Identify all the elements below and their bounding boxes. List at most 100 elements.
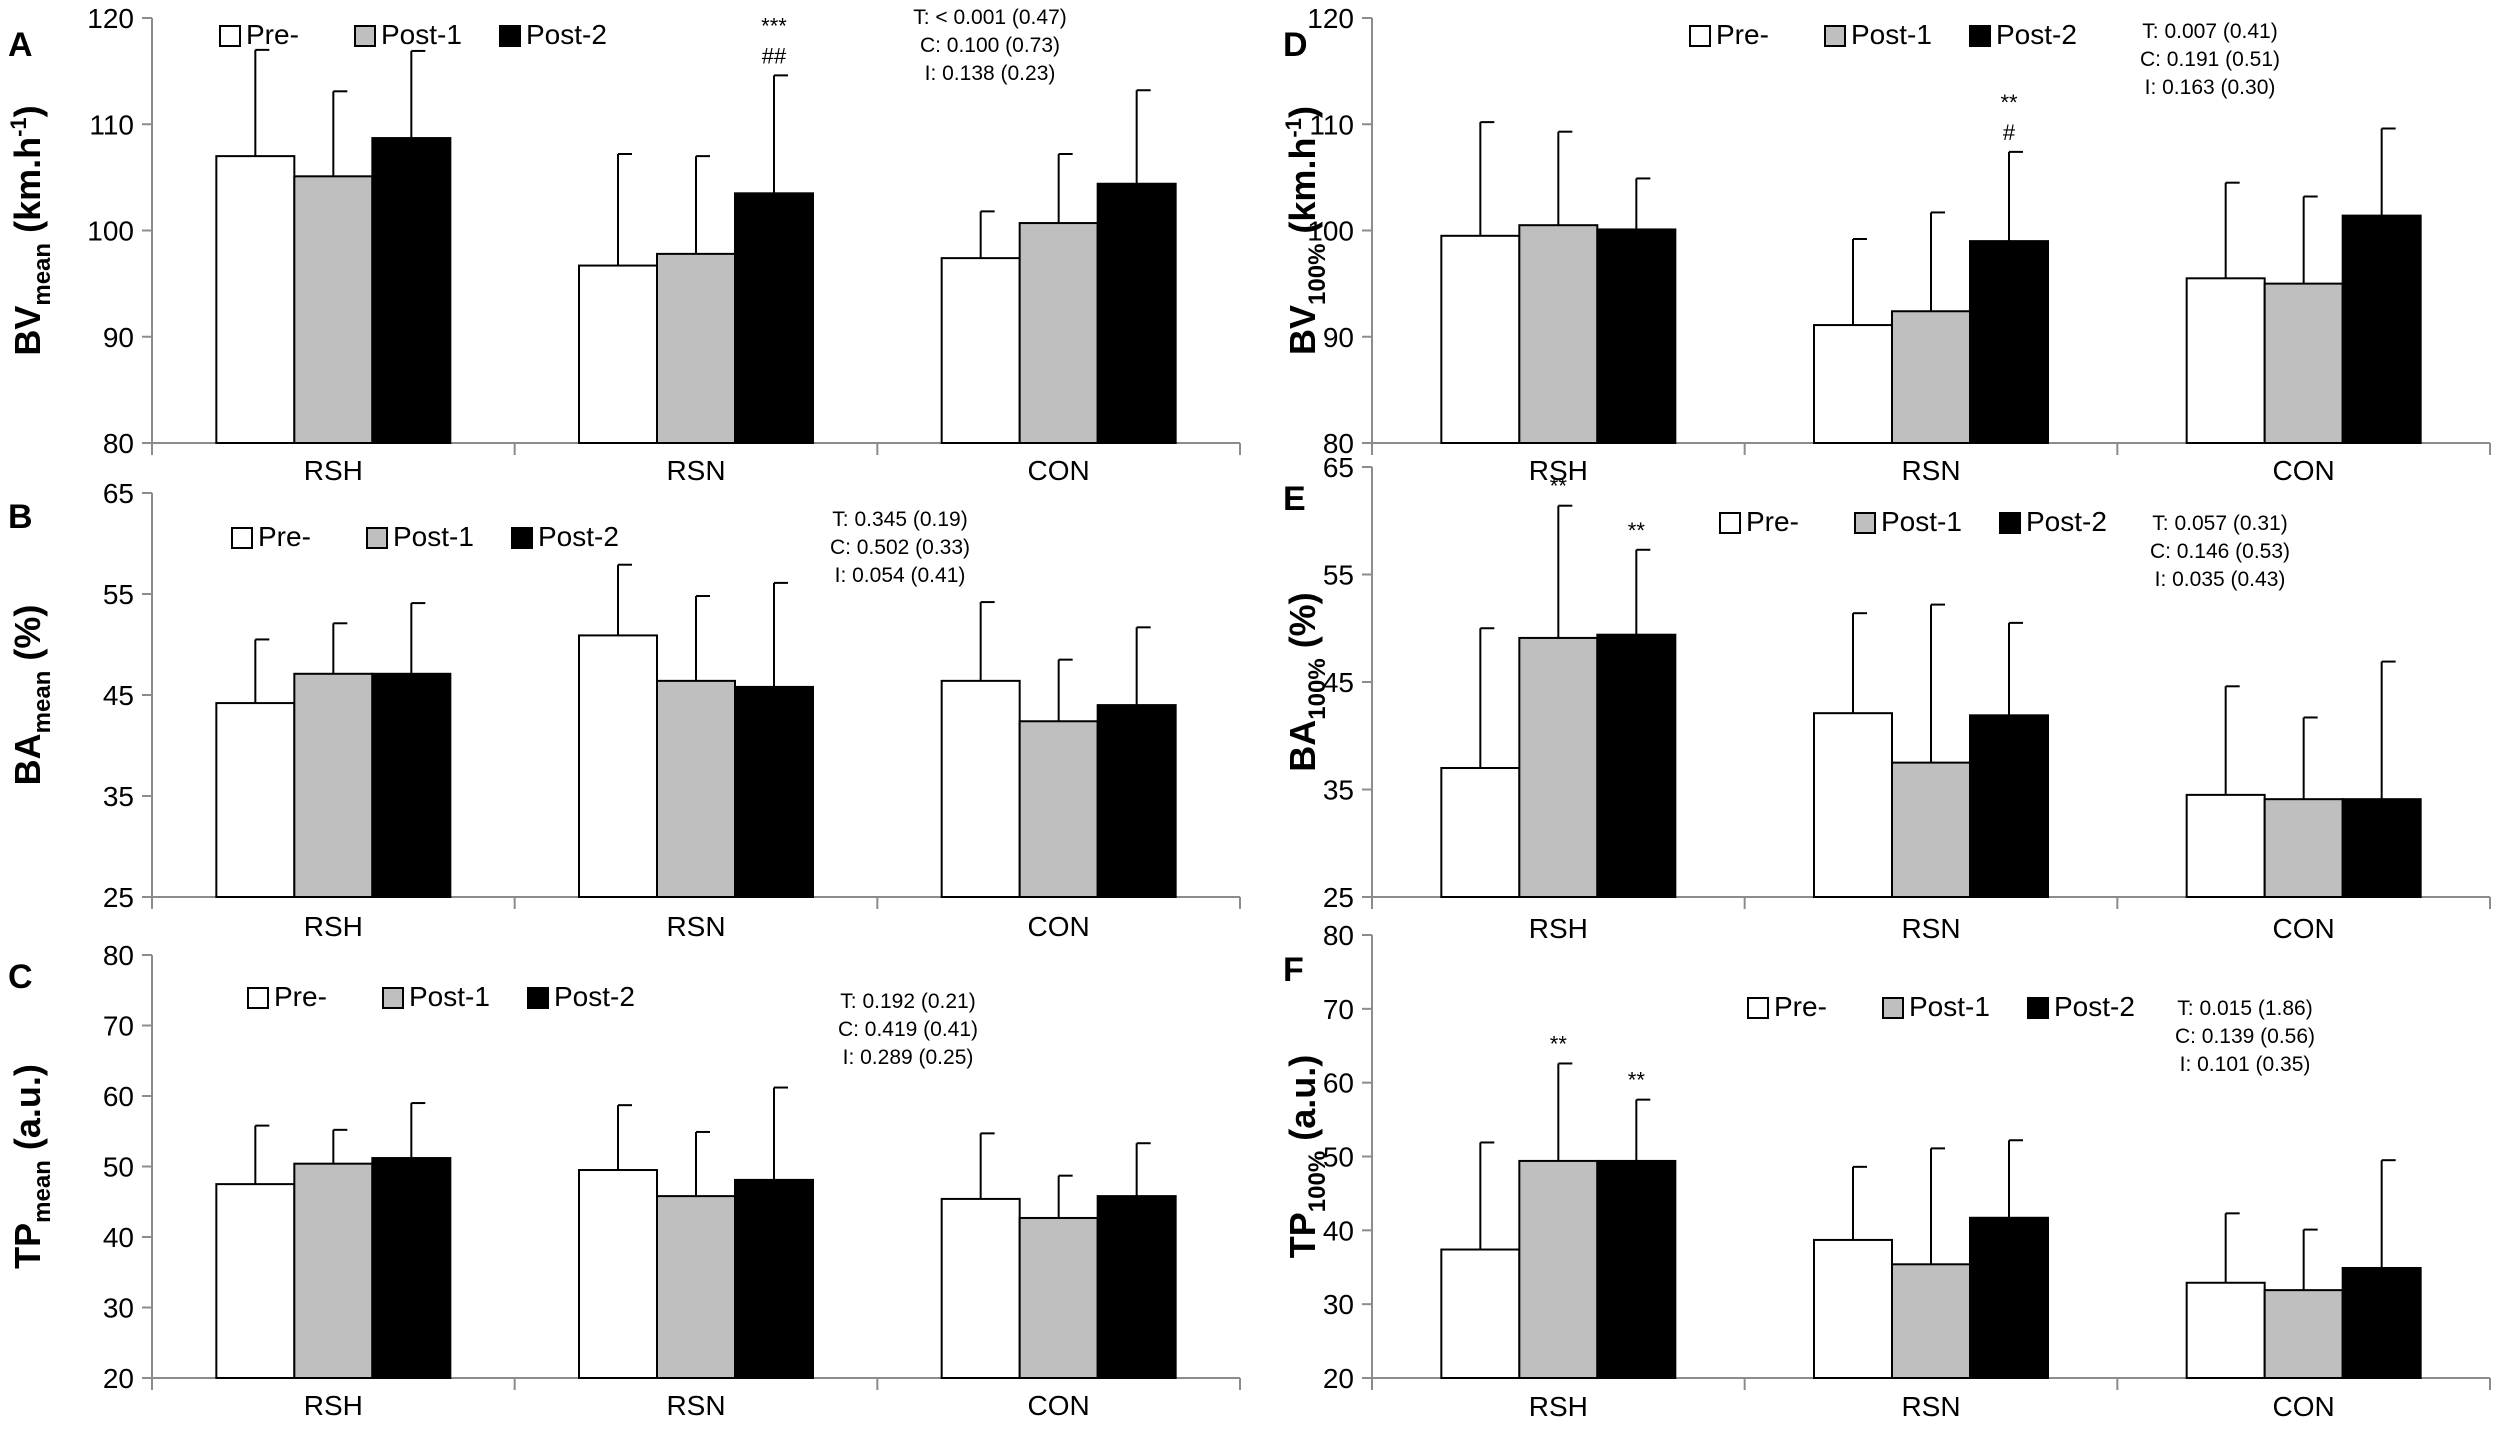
stats-line: I: 0.138 (0.23) [925, 62, 1056, 85]
panel-a: A 80 90 100 110 120 RSH RSN CON *** ## Pre- Post-1 Po… [6, 3, 1241, 486]
bar [2263, 282, 2344, 444]
legend-swatch [1882, 997, 1904, 1019]
bar [734, 192, 814, 444]
stats-line: C: 0.419 (0.41) [838, 1018, 978, 1041]
bar [1813, 1238, 1893, 1379]
significance-marker: # [2003, 120, 2016, 145]
bar [371, 672, 452, 898]
bar [656, 252, 736, 444]
bar [2185, 277, 2266, 444]
stats-line: I: 0.289 (0.25) [843, 1046, 974, 1069]
bar [1018, 222, 1099, 444]
legend-swatch [1689, 25, 1711, 47]
legend-swatch [511, 527, 533, 549]
legend-label: Pre- [1716, 19, 1769, 50]
panel-b: B 25 35 45 55 65 RSH RSN CON Pre- Post-1 Post-2 T: 0… [7, 478, 1241, 942]
legend-label: Post-1 [409, 981, 490, 1012]
y-tick-label: 20 [103, 1363, 134, 1394]
y-tick-label: 30 [103, 1293, 134, 1324]
legend-swatch [247, 987, 269, 1009]
y-tick-label: 60 [1323, 1068, 1354, 1099]
bar [1891, 310, 1971, 444]
panel-letter: B [8, 498, 33, 536]
bar [2341, 798, 2422, 898]
bar [1440, 234, 1521, 444]
x-tick-label: RSH [1529, 455, 1588, 486]
legend-swatch [1854, 512, 1876, 534]
legend-label: Post-1 [393, 521, 474, 552]
y-tick-label: 65 [1323, 452, 1354, 483]
significance-marker: ** [1550, 474, 1568, 499]
y-tick-label: 45 [1323, 667, 1354, 698]
y-tick-label: 80 [1323, 428, 1354, 459]
legend-swatch [527, 987, 549, 1009]
legend-label: Post-2 [2026, 506, 2107, 537]
panel-letter: D [1283, 26, 1308, 64]
y-tick-label: 65 [103, 478, 134, 509]
bar [1440, 1248, 1521, 1380]
x-tick-label: CON [1028, 455, 1090, 486]
legend-swatch [1824, 25, 1846, 47]
y-tick-label: 35 [103, 781, 134, 812]
bar [1813, 712, 1893, 898]
legend-swatch [366, 527, 388, 549]
y-tick-label: 50 [103, 1152, 134, 1183]
bar [215, 155, 296, 444]
significance-marker: ** [1550, 1031, 1568, 1056]
bar [1096, 182, 1177, 444]
bar [293, 672, 374, 898]
panel-d: D 80 90 100 110 120 RSH RSN CON ** # Pre- Post-1 Post… [1281, 3, 2491, 486]
bar [578, 1169, 658, 1380]
significance-marker: ** [1628, 1068, 1646, 1093]
legend-swatch [231, 527, 253, 549]
y-axis-label: BAmean (%) [7, 605, 56, 786]
stats-line: C: 0.146 (0.53) [2150, 540, 2290, 563]
bar [2341, 1266, 2422, 1379]
bar [940, 679, 1021, 898]
stats-line: T: 0.345 (0.19) [832, 508, 967, 531]
stats-line: C: 0.191 (0.51) [2140, 48, 2280, 71]
y-tick-label: 20 [1323, 1363, 1354, 1394]
y-tick-label: 90 [1323, 322, 1354, 353]
bar [1096, 704, 1177, 898]
y-tick-label: 120 [87, 3, 134, 34]
legend-label: Post-1 [1909, 991, 1990, 1022]
bar [734, 1178, 814, 1380]
x-tick-label: RSH [304, 455, 363, 486]
y-tick-label: 100 [1307, 216, 1354, 247]
bar [371, 137, 452, 444]
bar [1969, 240, 2049, 444]
legend-label: Pre- [246, 19, 299, 50]
stats-line: T: 0.192 (0.21) [840, 990, 975, 1013]
y-tick-label: 35 [1323, 775, 1354, 806]
bar [1518, 636, 1599, 898]
stats-line: T: 0.057 (0.31) [2152, 512, 2287, 535]
panel-letter: A [8, 26, 33, 64]
x-tick-label: RSH [304, 1390, 363, 1421]
stats-line: T: < 0.001 (0.47) [913, 6, 1067, 29]
bar [578, 264, 658, 444]
legend-label: Post-2 [1996, 19, 2077, 50]
panel-f: F 20 30 40 50 60 70 80 RSH RSN CON ** ** Pre- Post-1 Po… [1282, 920, 2491, 1422]
x-tick-label: RSN [1901, 455, 1960, 486]
y-tick-label: 100 [87, 216, 134, 247]
legend-swatch [2027, 997, 2049, 1019]
stats-line: I: 0.101 (0.35) [2180, 1053, 2311, 1076]
bar [1518, 224, 1599, 444]
legend-label: Post-2 [554, 981, 635, 1012]
stats-line: I: 0.163 (0.30) [2145, 76, 2276, 99]
bar [1018, 1216, 1099, 1379]
bar [2185, 1281, 2266, 1380]
legend: Pre- Post-1 Post-2 [219, 19, 607, 50]
panel-letter: E [1283, 480, 1306, 518]
legend-label: Post-2 [538, 521, 619, 552]
legend-swatch [1719, 512, 1741, 534]
bar [1813, 324, 1893, 444]
y-tick-label: 120 [1307, 3, 1354, 34]
y-tick-label: 25 [1323, 882, 1354, 913]
stats-line: I: 0.054 (0.41) [835, 564, 966, 587]
y-tick-label: 45 [103, 680, 134, 711]
x-tick-label: CON [1028, 911, 1090, 942]
bar [734, 685, 814, 898]
